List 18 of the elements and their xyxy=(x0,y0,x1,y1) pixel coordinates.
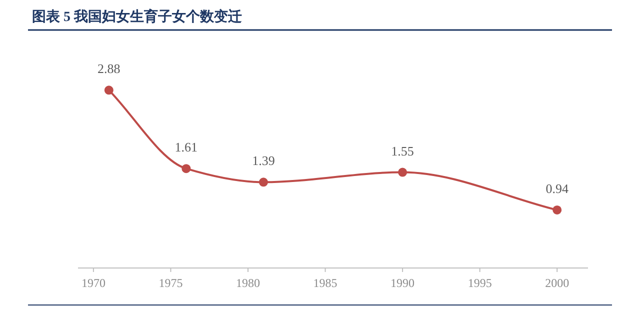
data-label: 2.88 xyxy=(98,61,120,76)
x-tick-label: 1990 xyxy=(390,276,415,290)
x-tick-label: 1985 xyxy=(313,276,338,290)
point xyxy=(258,178,268,187)
data-label: 1.55 xyxy=(391,143,414,158)
chart-title: 图表 5 我国妇女生育子女个数变迁 xyxy=(32,8,242,25)
x-tick-label: 1995 xyxy=(468,276,492,290)
x-tick-label: 1975 xyxy=(158,276,183,290)
data-label: 0.94 xyxy=(546,180,569,196)
data-label: 1.39 xyxy=(252,153,275,168)
point xyxy=(398,168,408,177)
point xyxy=(182,164,191,174)
x-tick-label: 1980 xyxy=(236,276,260,290)
x-tick-label: 1970 xyxy=(81,276,106,290)
point xyxy=(104,86,114,95)
data-label: 1.61 xyxy=(174,140,198,155)
point xyxy=(552,205,562,214)
x-tick-label: 2000 xyxy=(545,276,570,290)
